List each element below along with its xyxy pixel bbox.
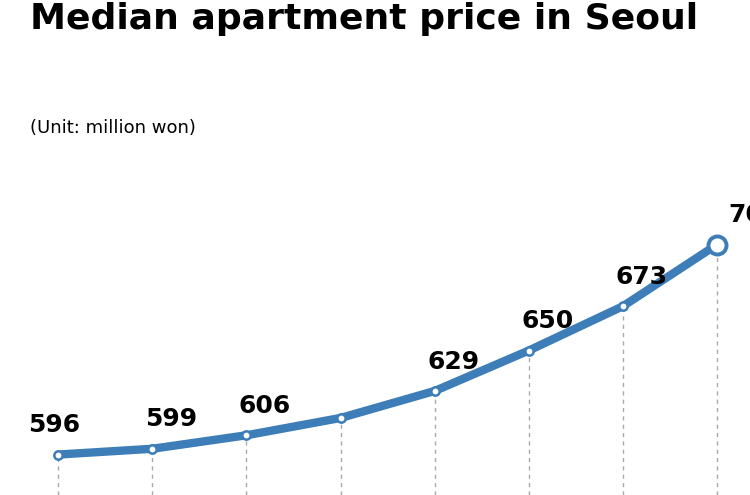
Text: 705: 705 — [728, 203, 750, 227]
Text: Median apartment price in Seoul: Median apartment price in Seoul — [30, 2, 698, 37]
Text: 629: 629 — [427, 349, 479, 374]
Text: 673: 673 — [616, 265, 668, 289]
Text: 596: 596 — [28, 413, 80, 437]
Text: (Unit: million won): (Unit: million won) — [30, 119, 196, 137]
Text: 650: 650 — [521, 309, 574, 333]
Text: 599: 599 — [145, 407, 197, 432]
Text: 606: 606 — [239, 394, 291, 418]
